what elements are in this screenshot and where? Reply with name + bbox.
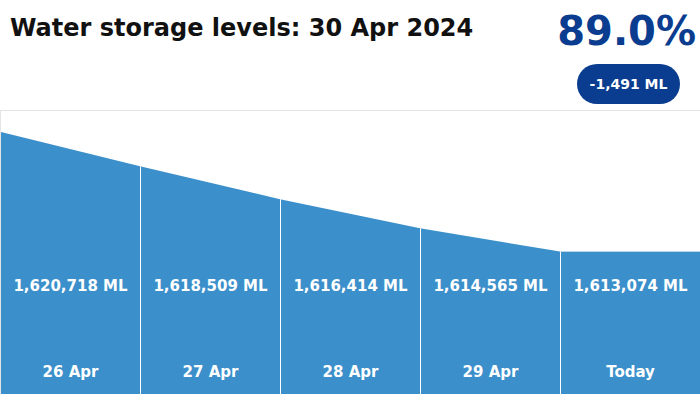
svg-text:Today: Today [606,363,655,381]
html-text:Water storage levels: 30 Apr 2: Water storage levels: 30 Apr 2024 [10,14,474,42]
html-text:-1,491 ML: -1,491 ML [589,76,668,92]
svg-text:29 Apr: 29 Apr [463,363,519,381]
html-text:89.0%: 89.0% [557,8,696,54]
svg-text:1,613,074 ML: 1,613,074 ML [573,277,688,295]
svg-text:26 Apr: 26 Apr [43,363,99,381]
svg-text:27 Apr: 27 Apr [183,363,239,381]
svg-text:1,616,414 ML: 1,616,414 ML [293,277,408,295]
svg-text:1,618,509 ML: 1,618,509 ML [153,277,268,295]
svg-text:1,614,565 ML: 1,614,565 ML [433,277,548,295]
svg-text:28 Apr: 28 Apr [323,363,379,381]
svg-text:1,620,718 ML: 1,620,718 ML [13,277,128,295]
